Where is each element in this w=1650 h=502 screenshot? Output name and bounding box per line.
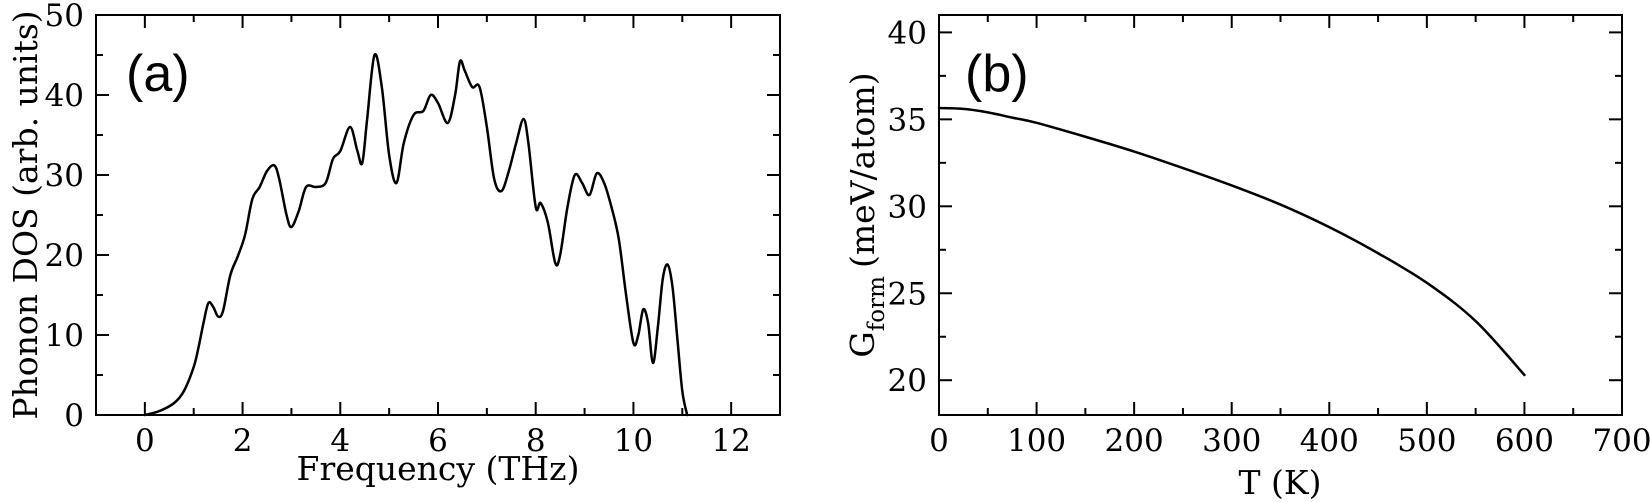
panel-b-plot-frame [938,14,1623,416]
panel-a-x-tick-label: 10 [614,423,653,459]
panel-a-x-axis-label: Frequency (THz) [297,449,580,488]
panel-b-label: (b) [965,45,1029,103]
panel-a-x-tick-label: 2 [233,423,253,459]
panel-b-y-tick-label: 40 [888,15,927,51]
panel-b-x-tick-labels: 0 100 200 300 400 500 600 700 [929,423,1650,459]
panel-b-x-tick-label: 200 [1105,423,1164,459]
panel-b-y-tick-label: 25 [888,276,927,312]
panel-a-y-tick-label: 20 [45,238,84,274]
panel-a-y-tick-label: 10 [45,318,84,354]
panel-b-y-tick-label: 30 [888,189,927,225]
panel-b-y-axis-label-symbol: G [843,331,882,357]
panel-b-x-tick-label: 100 [1007,423,1066,459]
panel-a-series [143,52,689,417]
panel-a-x-tick-label: 6 [428,423,448,459]
panel-b-x-tick-label: 300 [1202,423,1261,459]
panel-b-y-axis-label-subscript: form [864,276,890,331]
panel-a-label: (a) [126,45,190,103]
panel-a-x-tick-labels: 0 2 4 6 8 10 12 [135,423,751,459]
panel-b: 0 100 200 300 400 500 600 700 20 25 30 35 40 (b) T … [843,14,1650,502]
panel-a-y-tick-label: 0 [64,398,84,434]
panel-b-series [937,106,1526,377]
panel-b-y-tick-label: 20 [888,363,927,399]
panel-b-ticks [938,15,1623,415]
panel-b-x-tick-label: 400 [1300,423,1359,459]
panel-b-y-axis-label-unit: (meV/atom) [843,72,882,268]
panel-a-x-tick-label: 8 [526,423,546,459]
panel-b-x-tick-label: 0 [929,423,949,459]
panel-a-ticks [95,14,781,416]
panel-a-y-tick-label: 40 [45,78,84,114]
panel-b-x-axis-label: T (K) [1239,463,1322,502]
panel-b-y-axis-label: Gform (meV/atom) [843,72,890,357]
panel-a-y-axis-label: Phonon DOS (arb. units) [6,10,45,419]
panel-b-x-tick-label: 600 [1495,423,1554,459]
panel-a-plot-frame [95,14,781,416]
panel-a-y-tick-label: 30 [45,158,84,194]
panel-a-x-tick-label: 12 [711,423,750,459]
panel-b-x-tick-label: 500 [1397,423,1456,459]
panel-a-x-tick-label: 4 [330,423,350,459]
panel-b-x-tick-label: 700 [1592,423,1650,459]
panel-b-y-tick-label: 35 [888,102,927,138]
panel-a-y-tick-labels: 0 10 20 30 40 50 [45,0,84,434]
panel-b-y-tick-labels: 20 25 30 35 40 [888,15,927,399]
panel-a-x-tick-label: 0 [135,423,155,459]
panel-a-series-line [143,52,689,417]
panel-b-series-line [937,106,1526,377]
panel-a: 0 2 4 6 8 10 12 0 10 20 30 40 50 (a) Frequency (THz… [6,0,781,488]
panel-a-y-tick-label: 50 [45,0,84,34]
